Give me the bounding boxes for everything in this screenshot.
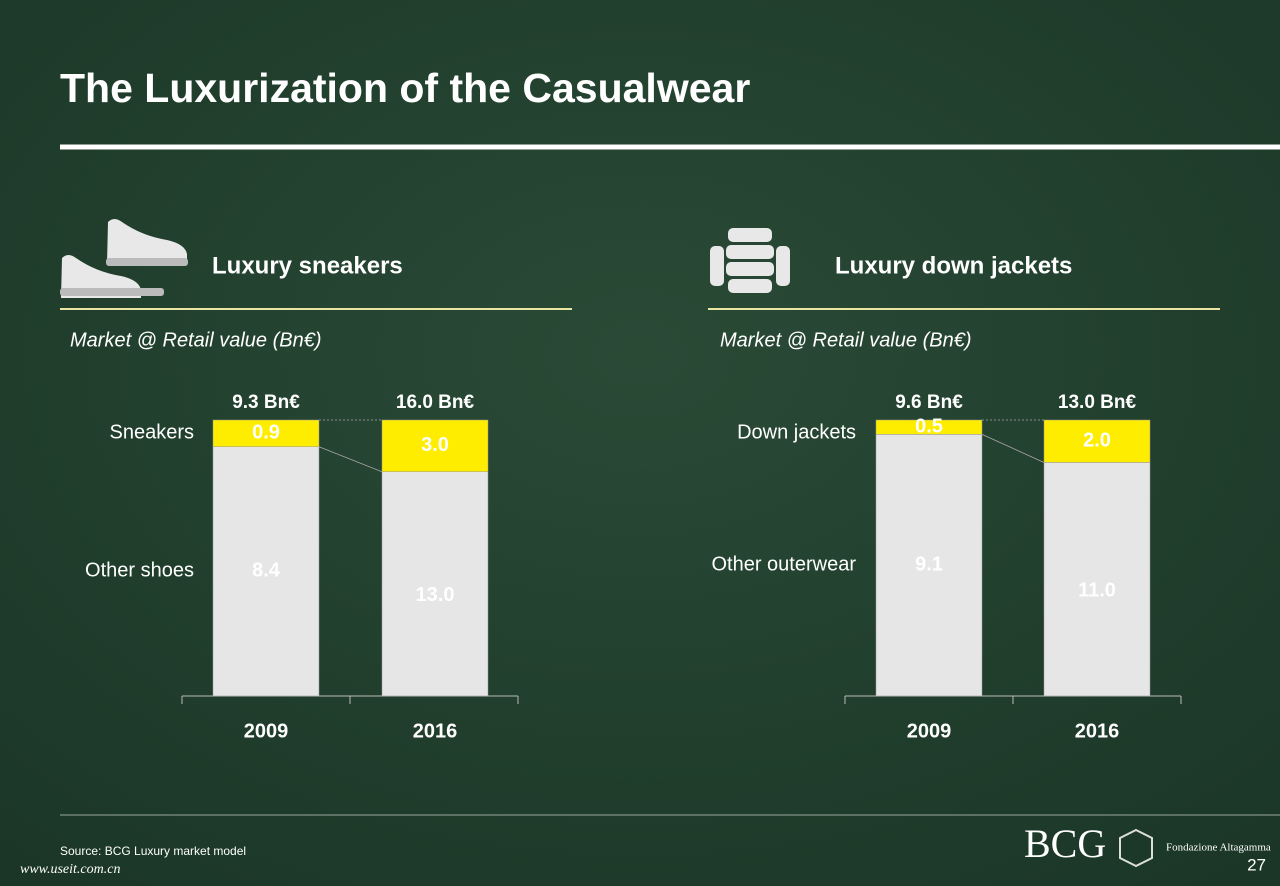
series-label: Sneakers	[110, 422, 195, 444]
value-label: 3.0	[421, 434, 449, 456]
page-number: 27	[1247, 855, 1266, 874]
connector	[981, 434, 1045, 463]
category-label: 2016	[1075, 720, 1120, 742]
bcg-logo: BCG	[1024, 821, 1106, 866]
bar-segment	[381, 419, 489, 472]
connector	[318, 446, 383, 473]
panel-title: Luxury down jackets	[835, 252, 1072, 279]
panel-subtitle: Market @ Retail value (Bn€)	[720, 329, 972, 351]
total-label: 13.0 Bn€	[1058, 392, 1137, 413]
value-label: 0.9	[252, 422, 280, 444]
value-label: 0.5	[915, 415, 943, 437]
total-label: 9.3 Bn€	[232, 392, 300, 413]
bar-segment	[381, 471, 489, 697]
category-label: 2016	[413, 720, 458, 742]
bar-segment	[212, 419, 320, 447]
altagamma-logo: Fondazione Altagamma	[1166, 842, 1271, 854]
value-label: 2.0	[1083, 430, 1111, 452]
bar-segment	[875, 419, 983, 435]
total-label: 9.6 Bn€	[895, 392, 963, 413]
value-label: 11.0	[1078, 580, 1116, 602]
category-label: 2009	[244, 720, 289, 742]
category-label: 2009	[907, 720, 952, 742]
bar-segment	[1043, 462, 1151, 697]
sneaker-icon	[60, 219, 188, 298]
source-note: Source: BCG Luxury market model	[60, 844, 246, 858]
total-label: 16.0 Bn€	[396, 392, 475, 413]
series-label: Other outerwear	[711, 553, 856, 575]
altagamma-emblem	[1119, 828, 1153, 868]
bar-segment	[212, 446, 320, 697]
panel-title: Luxury sneakers	[212, 252, 403, 279]
value-label: 9.1	[915, 553, 943, 575]
jacket-icon	[710, 228, 790, 293]
watermark: www.useit.com.cn	[20, 862, 120, 877]
panel-subtitle: Market @ Retail value (Bn€)	[70, 329, 322, 351]
value-label: 8.4	[252, 560, 281, 582]
bar-segment	[1043, 419, 1151, 463]
series-label: Down jackets	[737, 421, 856, 443]
slide-title: The Luxurization of the Casualwear	[60, 65, 750, 111]
series-label: Other shoes	[85, 560, 194, 582]
value-label: 13.0	[416, 584, 455, 606]
